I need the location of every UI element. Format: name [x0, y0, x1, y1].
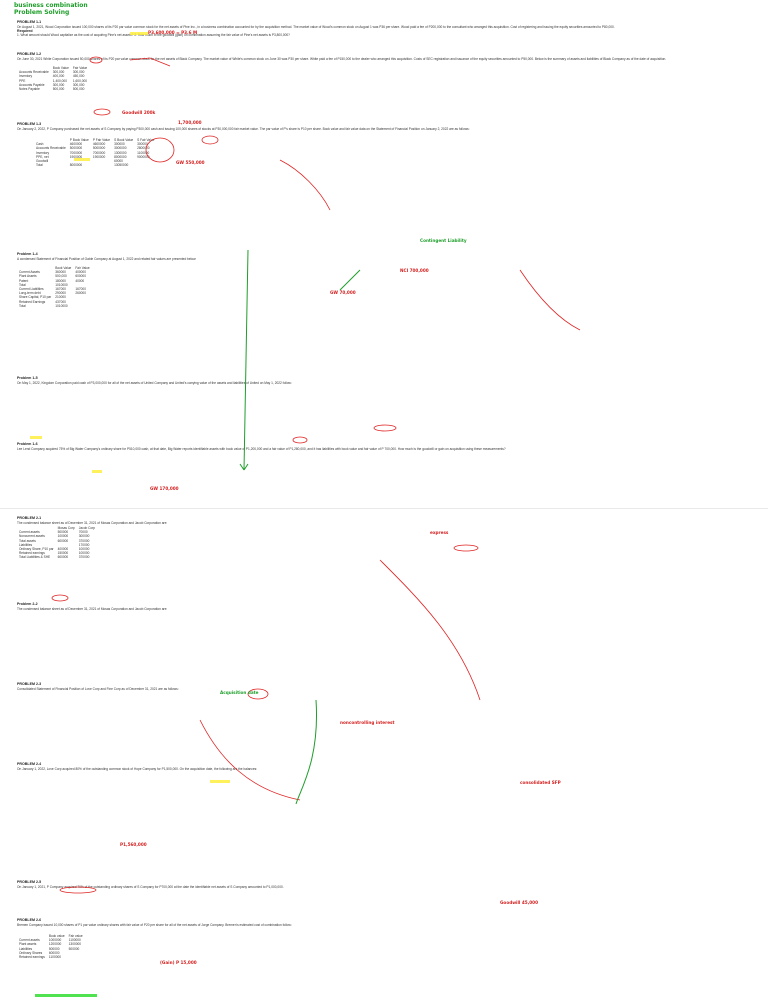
problem-1-2: PROBLEM 1-2 On June 30, 2021 White Corpo… [17, 52, 667, 61]
problem-2-5: PROBLEM 2-5 On January 1, 2021, P Compan… [17, 880, 284, 889]
annotation: Acquisition date [220, 690, 259, 695]
annotation: Contingent Liability [420, 238, 467, 243]
ink-circle [51, 594, 69, 602]
annotation: express [430, 530, 449, 535]
problem-1-4: Problem 1-4 A condensed Statement of Fin… [17, 252, 197, 261]
annotation: P1,560,000 [120, 842, 147, 847]
ink-stroke [339, 269, 361, 291]
annotation: (Gain) P 15,000 [160, 960, 197, 965]
handwritten-title: business combination Problem Solving [14, 2, 88, 16]
problem-1-1: PROBLEM 1-1 On August 1, 2021, Wood Corp… [17, 20, 615, 38]
highlight [92, 470, 102, 473]
table-1-4: Book Value Fair Value Current Assets 36000… [19, 266, 90, 308]
annotation: Goodwill 45,000 [500, 900, 538, 905]
annotation: GW 170,000 [150, 486, 179, 491]
ink-stroke [279, 159, 331, 211]
ink-stroke [519, 269, 581, 331]
ink-circle [93, 108, 111, 116]
ink-circle [201, 135, 219, 145]
problem-1-3: PROBLEM 1-3 On January 2, 2022, P Compan… [17, 122, 470, 131]
annotation: noncontrolling interest [340, 720, 395, 725]
problem-2-6: PROBLEM 2-6 Bremen Company issued 10,000… [17, 918, 292, 927]
problem-2-3: PROBLEM 2-3 Consolidated Statement of Fi… [17, 682, 179, 691]
highlight [210, 780, 230, 783]
ink-stroke [199, 719, 301, 801]
problem-2-4: PROBLEM 2-4 On January 1, 2022, Love Cor… [17, 762, 258, 771]
ink-stroke [379, 559, 481, 701]
table-2-1: Mosas Corp Jacob Corp Current assets 50000… [19, 526, 96, 560]
ink-arrow [243, 249, 249, 471]
ink-circle [373, 424, 397, 432]
annotation: GW 70,000 [330, 290, 356, 295]
annotation: 1,700,000 [178, 120, 202, 125]
problem-1-6: Problem 1-6 Lee Lend Company acquired 75… [17, 442, 506, 451]
page-divider [0, 508, 768, 509]
annotation: consolidated SFP [520, 780, 561, 785]
ink-circle [453, 544, 479, 552]
highlight [30, 436, 42, 439]
ink-arrow [239, 463, 249, 471]
problem-2-2: Problem 2-2 The condensed balance sheet … [17, 602, 168, 611]
annotation: NCI 700,000 [400, 268, 429, 273]
annotation: GW 550,000 [176, 160, 205, 165]
table-1-2: Book Value Fair Value Accounts Receivable… [19, 66, 88, 92]
problem-1-5: Problem 1-5 On May 1, 2022, Kingdom Corp… [17, 376, 292, 385]
problem-2-1: PROBLEM 2-1 The condensed balance sheet … [17, 516, 168, 525]
ink-stroke [295, 699, 318, 805]
annotation: P3,600,000 = P3.6 M [148, 30, 198, 35]
highlight-green [35, 994, 97, 997]
table-2-6: Book value Fair value Current assets 10000… [19, 934, 83, 960]
table-1-3: P Book Value P Fair Value S Book Value S Fa… [36, 138, 155, 168]
annotation: Goodwill 200k [122, 110, 156, 115]
